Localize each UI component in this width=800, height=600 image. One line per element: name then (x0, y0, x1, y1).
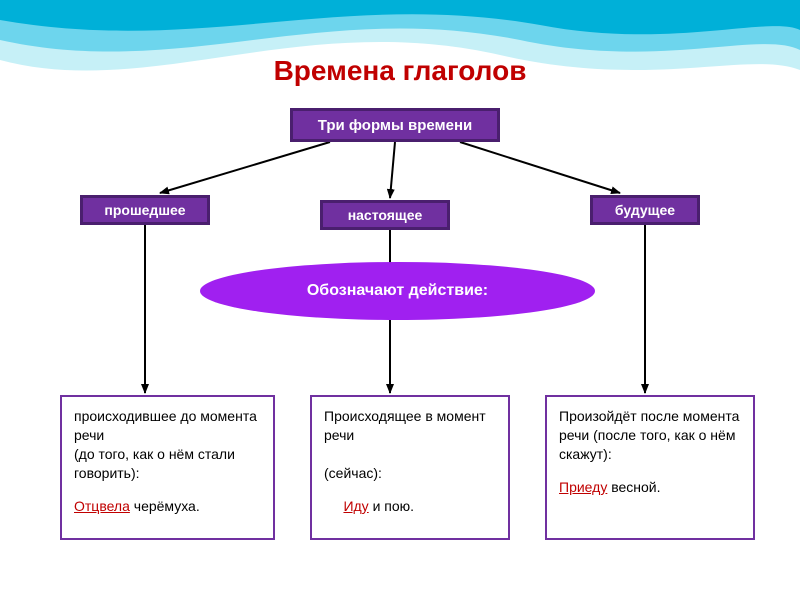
description-text: Произойдёт после момента речи (после тог… (559, 407, 741, 464)
description-future: Произойдёт после момента речи (после тог… (545, 395, 755, 540)
page-title: Времена глаголов (0, 55, 800, 87)
description-past: происходившее до момента речи (до того, … (60, 395, 275, 540)
arrow (390, 142, 395, 198)
arrow (460, 142, 620, 193)
tense-node-past: прошедшее (80, 195, 210, 225)
description-text: Происходящее в момент речи (сейчас): (324, 407, 496, 483)
description-text: происходившее до момента речи (до того, … (74, 407, 261, 483)
action-ellipse: Обозначают действие: (200, 262, 595, 320)
tense-node-future: будущее (590, 195, 700, 225)
example-highlight: Иду (343, 498, 368, 514)
tense-node-present: настоящее (320, 200, 450, 230)
example-highlight: Отцвела (74, 498, 130, 514)
description-example: Иду и пою. (324, 497, 496, 516)
example-indent (324, 498, 343, 514)
root-node: Три формы времени (290, 108, 500, 142)
example-rest: и пою. (369, 498, 414, 514)
arrow (160, 142, 330, 193)
description-example: Отцвела черёмуха. (74, 497, 261, 516)
description-present: Происходящее в момент речи (сейчас): Иду… (310, 395, 510, 540)
description-example: Приеду весной. (559, 478, 741, 497)
example-rest: весной. (607, 479, 660, 495)
example-highlight: Приеду (559, 479, 607, 495)
example-rest: черёмуха. (130, 498, 200, 514)
